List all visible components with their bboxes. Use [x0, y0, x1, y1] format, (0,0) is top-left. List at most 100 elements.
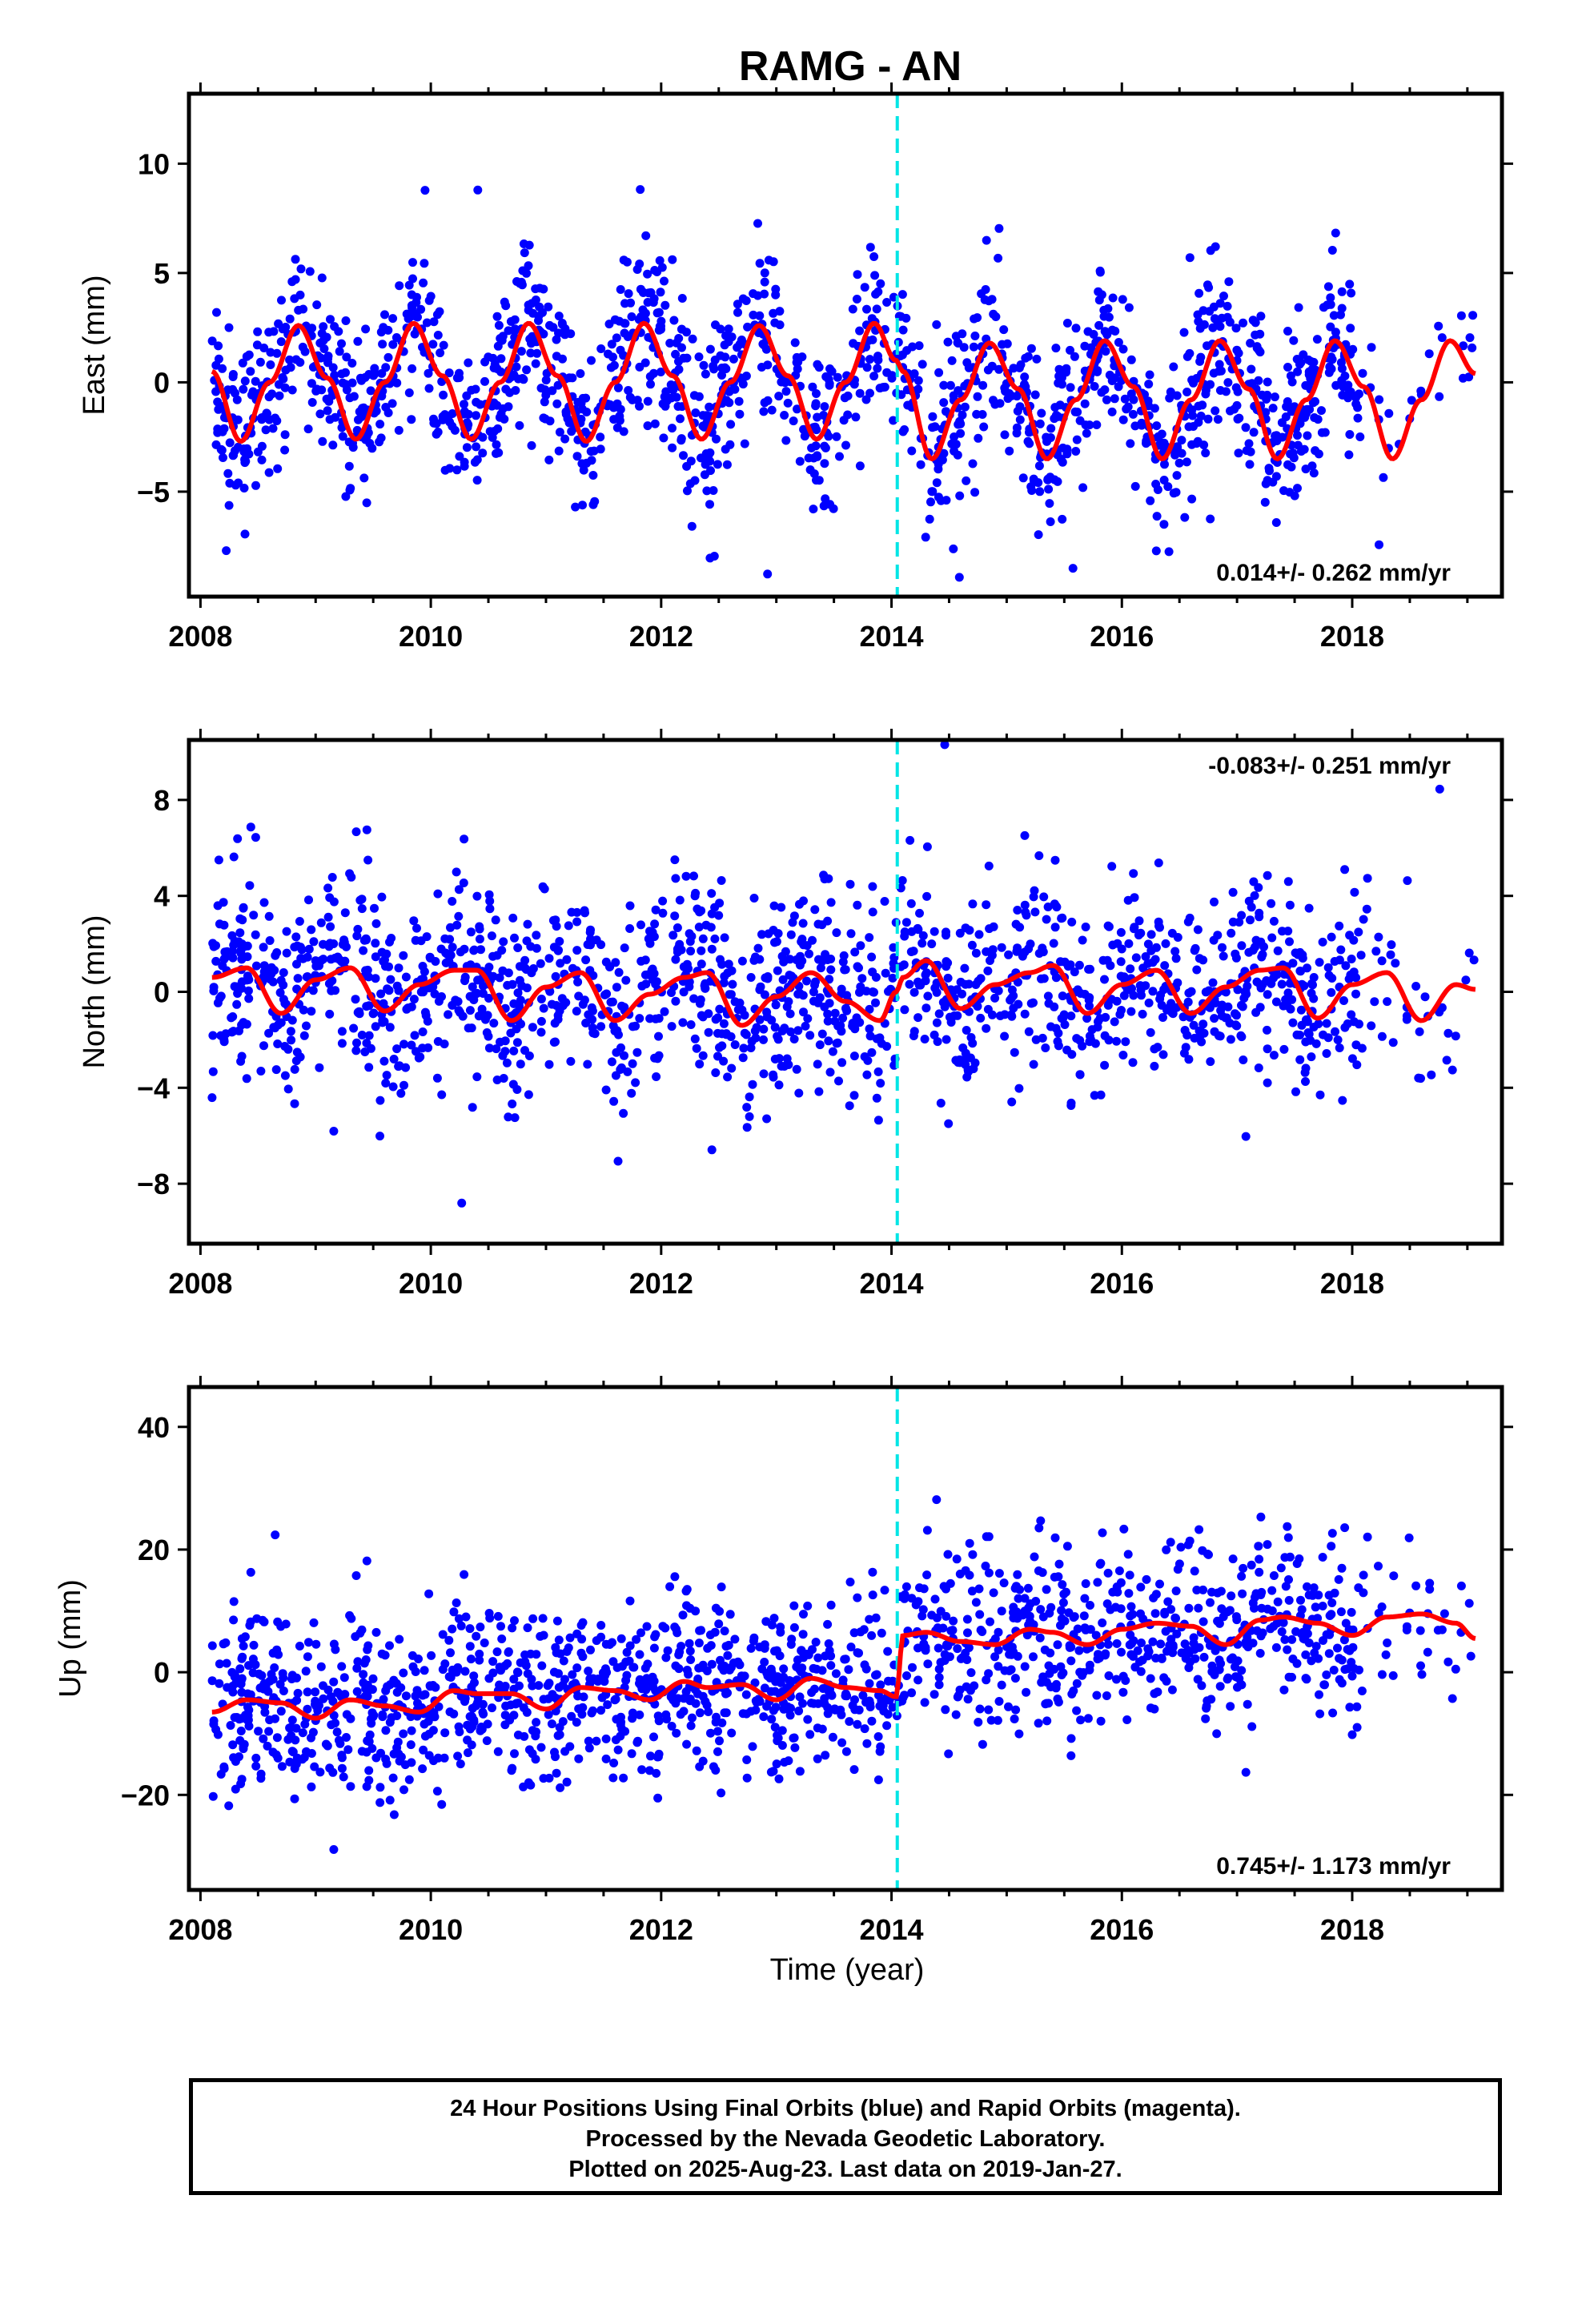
- data-point: [1161, 1626, 1170, 1636]
- fit-line-east: [211, 320, 1476, 462]
- data-point: [528, 1023, 537, 1032]
- data-point: [738, 1053, 748, 1063]
- data-point: [1126, 439, 1135, 448]
- data-point: [626, 298, 636, 308]
- data-point: [921, 970, 930, 979]
- data-point: [223, 468, 233, 478]
- data-point: [498, 332, 508, 341]
- data-point: [271, 951, 280, 960]
- data-point: [515, 962, 524, 971]
- data-point: [1292, 355, 1302, 364]
- data-point: [1251, 330, 1260, 340]
- data-point: [863, 1055, 873, 1065]
- data-point: [513, 1731, 523, 1739]
- data-point: [760, 1683, 769, 1693]
- data-point: [216, 444, 226, 454]
- data-point: [809, 987, 818, 997]
- data-point: [1170, 947, 1180, 956]
- data-point: [1263, 870, 1272, 880]
- data-point: [930, 1030, 939, 1039]
- data-point: [770, 1723, 780, 1732]
- data-point: [292, 1673, 301, 1683]
- data-point: [1195, 1525, 1204, 1534]
- data-point: [683, 486, 692, 496]
- data-point: [304, 944, 314, 954]
- data-point: [705, 344, 715, 354]
- data-point: [646, 1751, 655, 1761]
- data-point: [1093, 1578, 1102, 1587]
- data-point: [656, 321, 665, 331]
- data-point: [1296, 1005, 1306, 1015]
- data-point: [773, 1672, 782, 1682]
- data-point: [1214, 1031, 1223, 1040]
- data-point: [1251, 1007, 1261, 1017]
- data-point: [246, 367, 255, 376]
- data-point: [509, 370, 519, 380]
- data-point: [344, 461, 354, 471]
- data-point: [544, 1679, 554, 1688]
- data-point: [942, 927, 950, 937]
- data-point: [223, 385, 233, 395]
- data-point: [811, 977, 820, 987]
- data-point: [962, 1026, 971, 1035]
- data-point: [240, 529, 250, 539]
- data-point: [628, 1059, 637, 1068]
- data-point: [518, 266, 528, 275]
- data-point: [588, 471, 598, 480]
- x-tick-label: 2012: [629, 620, 693, 653]
- data-point: [1107, 862, 1117, 871]
- data-point: [1289, 336, 1299, 345]
- data-point: [658, 399, 668, 408]
- data-point: [660, 1007, 669, 1016]
- data-point: [654, 1716, 664, 1726]
- data-point: [1255, 1554, 1264, 1564]
- data-point: [553, 380, 563, 390]
- data-point: [385, 1718, 395, 1727]
- data-point: [1195, 324, 1205, 333]
- data-point: [1323, 1033, 1333, 1043]
- data-point: [1447, 1065, 1457, 1075]
- data-point: [231, 446, 239, 456]
- data-point: [975, 1610, 985, 1619]
- data-point: [1283, 460, 1292, 469]
- data-point: [974, 1584, 984, 1594]
- data-point: [834, 1076, 843, 1086]
- data-point: [1239, 994, 1249, 1003]
- data-point: [1072, 1706, 1082, 1715]
- data-point: [1352, 1723, 1362, 1732]
- data-point: [475, 924, 484, 934]
- data-point: [243, 941, 252, 951]
- data-point: [873, 287, 883, 296]
- data-point: [1082, 1014, 1092, 1023]
- data-point: [440, 1728, 450, 1738]
- data-point: [520, 1046, 529, 1055]
- data-point: [955, 1055, 965, 1064]
- data-point: [597, 1693, 607, 1703]
- data-point: [1026, 1599, 1035, 1609]
- data-point: [264, 1727, 274, 1736]
- data-point: [1034, 949, 1044, 958]
- data-point: [781, 947, 790, 956]
- data-point: [496, 1037, 504, 1047]
- data-point: [429, 414, 438, 424]
- data-point: [1328, 1708, 1338, 1718]
- data-point: [649, 1732, 658, 1742]
- data-point: [790, 1743, 800, 1752]
- data-point: [690, 1034, 700, 1043]
- data-point: [1151, 1654, 1161, 1663]
- data-point: [603, 1700, 612, 1710]
- data-point: [951, 1710, 961, 1719]
- data-point: [1168, 1009, 1178, 1019]
- data-point: [845, 1101, 854, 1111]
- data-point: [494, 320, 504, 330]
- data-point: [713, 1028, 722, 1038]
- data-point: [797, 935, 807, 944]
- data-point: [1263, 1078, 1272, 1088]
- data-point: [1335, 1043, 1344, 1052]
- data-point: [833, 372, 842, 382]
- data-point: [898, 427, 908, 436]
- data-point: [941, 1705, 950, 1715]
- data-point: [763, 1671, 773, 1681]
- data-point: [444, 1010, 453, 1019]
- data-point: [475, 1649, 484, 1659]
